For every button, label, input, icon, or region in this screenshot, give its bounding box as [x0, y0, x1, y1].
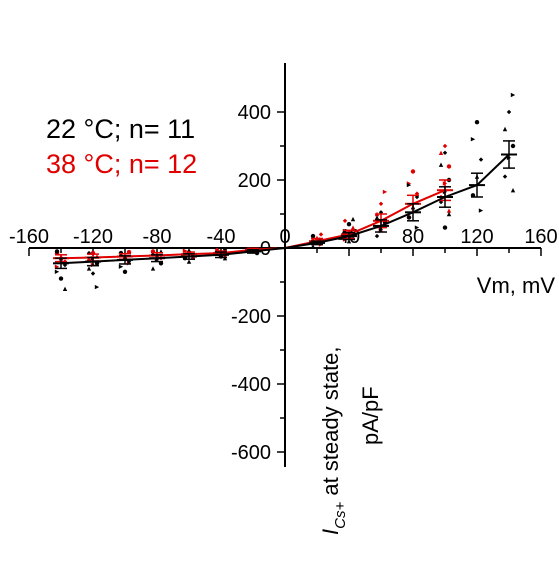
data-point — [446, 211, 452, 217]
data-point — [438, 162, 444, 167]
data-point — [150, 266, 156, 271]
data-point — [122, 269, 128, 274]
y-tick-label: -600 — [231, 442, 271, 464]
data-point — [94, 284, 100, 290]
data-point — [478, 208, 484, 213]
data-point — [442, 143, 448, 149]
data-point — [438, 150, 444, 155]
legend: 22 °C; n= 11 38 °C; n= 12 — [46, 114, 197, 179]
data-point — [410, 169, 416, 174]
data-point — [318, 232, 324, 237]
x-tick-label: 160 — [524, 226, 557, 248]
data-point — [478, 157, 484, 162]
data-point — [414, 194, 420, 200]
data-point — [510, 188, 516, 193]
data-point — [442, 225, 448, 230]
data-point — [446, 164, 452, 169]
data-point — [470, 137, 476, 142]
data-point — [90, 271, 96, 276]
data-point — [310, 244, 316, 249]
data-point — [342, 218, 348, 223]
y-tick-label: -200 — [231, 306, 271, 328]
data-point — [502, 174, 508, 179]
data-point — [374, 215, 380, 220]
data-point — [118, 264, 124, 269]
data-point — [54, 249, 60, 254]
y-axis-unit: pA/pF — [358, 386, 383, 445]
data-point — [86, 266, 92, 271]
data-point — [62, 286, 68, 291]
x-axis-title: Vm, mV — [477, 273, 556, 298]
y-axis-title-sub: Cs+ — [332, 502, 349, 529]
data-point — [510, 143, 516, 149]
legend-entry-22c: 22 °C; n= 11 — [46, 114, 195, 144]
data-point — [346, 222, 352, 227]
data-point — [442, 150, 448, 155]
y-tick-label: 200 — [238, 170, 271, 192]
data-point — [350, 225, 356, 230]
data-point — [310, 233, 316, 239]
data-point — [58, 276, 64, 281]
y-axis-title-rest: at steady state, — [318, 346, 343, 501]
y-tick-label: -400 — [231, 374, 271, 396]
x-tick-label: 120 — [460, 226, 493, 248]
data-point — [406, 182, 412, 188]
x-tick-label: -40 — [207, 226, 236, 248]
legend-entry-38c: 38 °C; n= 12 — [46, 149, 197, 179]
data-point — [510, 92, 516, 98]
data-point — [382, 189, 388, 195]
data-point — [506, 109, 512, 115]
data-point — [346, 239, 352, 244]
x-tick-label: 0 — [279, 226, 290, 248]
x-tick-label: -120 — [73, 226, 113, 248]
x-tick-label: 80 — [402, 226, 424, 248]
svg-text:ICs+ at steady state,: ICs+ at steady state, — [318, 346, 349, 535]
data-point — [474, 120, 480, 125]
y-tick-label: 400 — [238, 102, 271, 124]
y-axis-title: ICs+ at steady state, — [318, 346, 349, 535]
x-tick-label: -80 — [143, 226, 172, 248]
data-point — [414, 225, 420, 230]
data-point — [54, 269, 60, 274]
data-point — [446, 208, 452, 213]
data-point — [350, 216, 356, 222]
x-tick-label: -160 — [9, 226, 49, 248]
data-point — [406, 215, 412, 220]
data-point — [378, 201, 384, 206]
data-point — [374, 233, 380, 239]
data-point — [502, 126, 508, 132]
y-axis-title-main: I — [318, 529, 343, 535]
data-point — [186, 259, 192, 264]
plot-area — [53, 92, 517, 291]
